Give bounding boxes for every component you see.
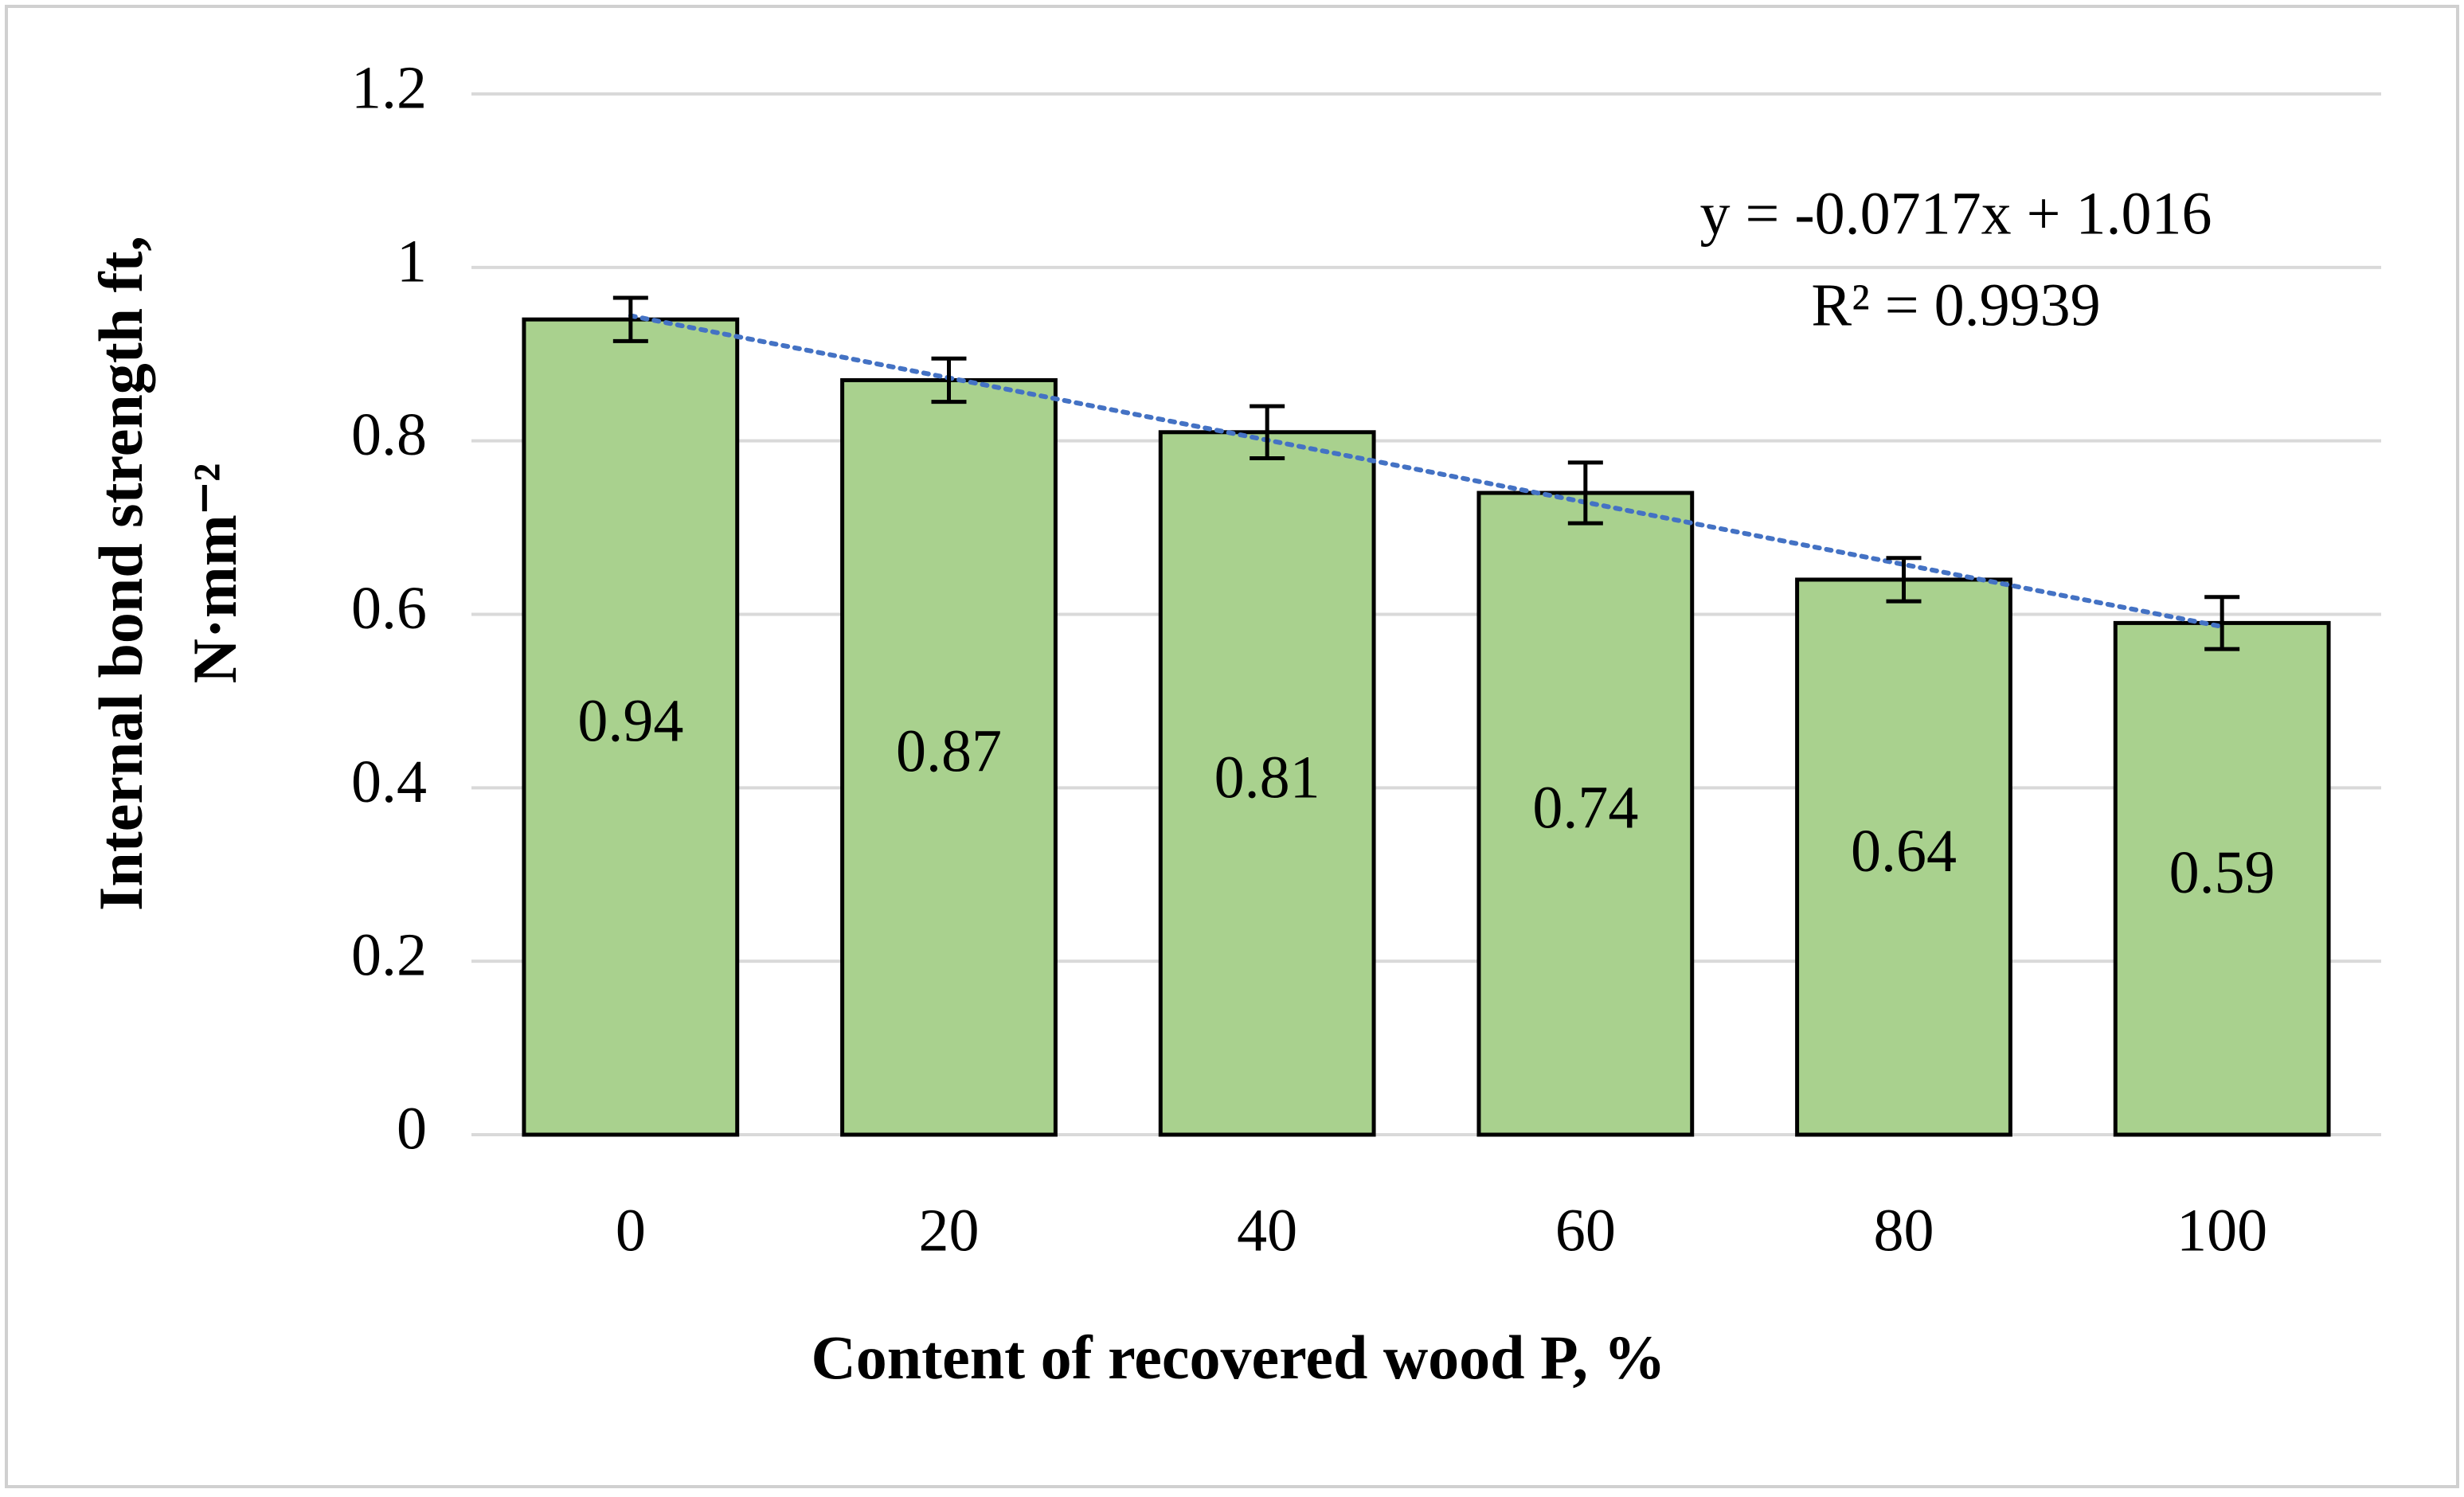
y-tick-label: 1.2 (351, 54, 427, 121)
x-tick-label: 40 (1237, 1197, 1297, 1264)
y-tick-label: 0.6 (351, 575, 427, 642)
bar (522, 317, 740, 1137)
error-bar (931, 356, 967, 405)
error-bar (2204, 595, 2240, 651)
y-tick-label: 1 (397, 228, 427, 295)
error-bar (1567, 460, 1603, 526)
x-tick-label: 100 (2177, 1197, 2267, 1264)
y-tick-label: 0.2 (351, 922, 427, 989)
x-tick-label: 20 (919, 1197, 980, 1264)
trendline (628, 313, 2225, 629)
y-axis-title: N·mm⁻² (180, 463, 249, 684)
x-tick-label: 0 (616, 1197, 646, 1264)
data-label: 0.59 (2169, 839, 2275, 906)
bar (840, 377, 1058, 1137)
y-tick-label: 0.8 (351, 401, 427, 468)
bar (1158, 430, 1376, 1137)
error-bar (612, 295, 648, 343)
error-bar (1886, 556, 1922, 604)
data-label: 0.81 (1214, 744, 1320, 811)
y-tick-label: 0 (397, 1095, 427, 1162)
data-label: 0.94 (577, 688, 683, 755)
bar (2113, 620, 2331, 1137)
x-axis-title: Content of recovered wood P, % (811, 1323, 1665, 1392)
error-bar (1250, 404, 1285, 460)
y-tick-label: 0.4 (351, 748, 427, 815)
bar (1476, 491, 1695, 1137)
x-tick-label: 80 (1874, 1197, 1934, 1264)
y-axis-title: Internal bond strength ft, (86, 236, 155, 911)
data-label: 0.74 (1532, 774, 1638, 841)
bar (1795, 577, 2012, 1137)
trend-equation: y = -0.0717x + 1.016 (1699, 180, 2212, 247)
data-label: 0.87 (896, 718, 1002, 785)
r-squared: R² = 0.9939 (1811, 272, 2100, 338)
data-label: 0.64 (1851, 818, 1957, 885)
x-tick-label: 60 (1555, 1197, 1616, 1264)
